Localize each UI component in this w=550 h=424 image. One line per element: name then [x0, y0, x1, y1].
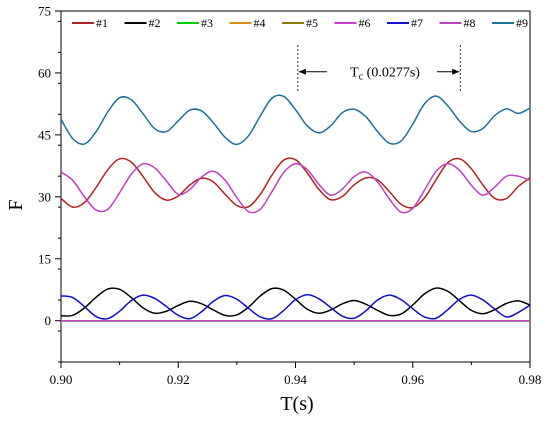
legend-label: #3: [201, 16, 213, 30]
y-tick-label: 15: [38, 251, 51, 266]
period-label: Tc (0.0277s): [350, 66, 420, 83]
series-line-8: [61, 162, 530, 214]
legend: #1 #2 #3 #4 #5 #6 #7 #8 #9: [72, 16, 528, 30]
y-tick-label: 75: [38, 4, 51, 19]
series-line-7: [61, 293, 530, 320]
legend-label: #5: [306, 16, 318, 30]
series-line-1: [61, 157, 530, 209]
x-tick-label: 0.90: [50, 372, 73, 387]
annotations: Tc (0.0277s): [297, 45, 461, 92]
legend-label: #7: [411, 16, 423, 30]
period-annotation: Tc (0.0277s): [297, 45, 461, 92]
legend-item-4: #4: [229, 16, 266, 30]
legend-label: #1: [96, 16, 108, 30]
legend-item-2: #2: [124, 16, 161, 30]
series-layer: [61, 94, 530, 322]
y-axis-title: F: [5, 199, 27, 210]
series-line-2: [61, 287, 530, 317]
legend-item-1: #1: [72, 16, 108, 30]
y-tick-label: 30: [38, 189, 51, 204]
y-tick-label: 0: [45, 313, 52, 328]
legend-item-6: #6: [334, 16, 371, 30]
legend-label: #9: [516, 16, 528, 30]
x-tick-label: 0.98: [519, 372, 542, 387]
x-tick-label: 0.96: [401, 372, 424, 387]
plot-frame: [60, 10, 531, 363]
legend-item-8: #8: [439, 16, 476, 30]
legend-item-7: #7: [387, 16, 423, 30]
x-tick-label: 0.94: [284, 372, 307, 387]
x-tick-label: 0.92: [167, 372, 190, 387]
legend-label: #8: [464, 16, 476, 30]
plot-area: [60, 10, 531, 363]
legend-label: #2: [149, 16, 161, 30]
y-tick-label: 45: [38, 127, 51, 142]
legend-label: #6: [359, 16, 371, 30]
legend-label: #4: [254, 16, 266, 30]
axes-layer: 0.90 0.92 0.94 0.96 0.98 0 15 30 45 60 75: [38, 4, 541, 388]
legend-item-5: #5: [282, 16, 318, 30]
legend-item-3: #3: [177, 16, 213, 30]
arrowhead-left: [298, 68, 306, 75]
series-line-9: [61, 94, 530, 146]
arrowhead-right: [452, 68, 460, 75]
x-axis-title: T(s): [280, 393, 313, 415]
legend-item-9: #9: [492, 16, 528, 30]
y-tick-label: 60: [38, 65, 51, 80]
